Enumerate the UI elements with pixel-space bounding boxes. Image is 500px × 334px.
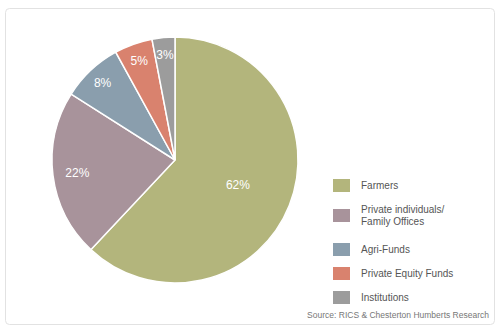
data-label: 62% [226,178,250,192]
legend-item: Private individuals/Family Offices [333,204,445,227]
data-label: 3% [156,48,174,62]
legend-swatch [333,267,350,280]
legend-label: Farmers [361,180,398,191]
legend-label: Private individuals/Family Offices [361,204,445,227]
pie [52,37,298,283]
legend-item: Institutions [333,291,409,304]
slice [152,37,175,160]
legend-label: Private Equity Funds [361,268,453,279]
legend-item: Agri-Funds [333,243,410,256]
data-label: 8% [94,76,112,90]
chart: 62% 22% 8% 5% 3% Farmers Private individuals/F… [0,0,500,334]
source-note: Source: RICS & Chesterton Humberts Resea… [307,310,489,320]
legend-item: Private Equity Funds [333,267,453,280]
frame [6,9,495,325]
data-labels: 62% 22% 8% 5% 3% [65,48,250,192]
data-label: 22% [65,166,89,180]
legend-label: Agri-Funds [361,244,410,255]
data-label: 5% [130,54,148,68]
legend-swatch [333,291,350,304]
legend-swatch [333,243,350,256]
legend-label: Institutions [361,292,409,303]
legend: Farmers Private individuals/Family Office… [333,179,453,304]
legend-item: Farmers [333,179,398,192]
legend-swatch [333,179,350,192]
legend-swatch [333,209,350,222]
